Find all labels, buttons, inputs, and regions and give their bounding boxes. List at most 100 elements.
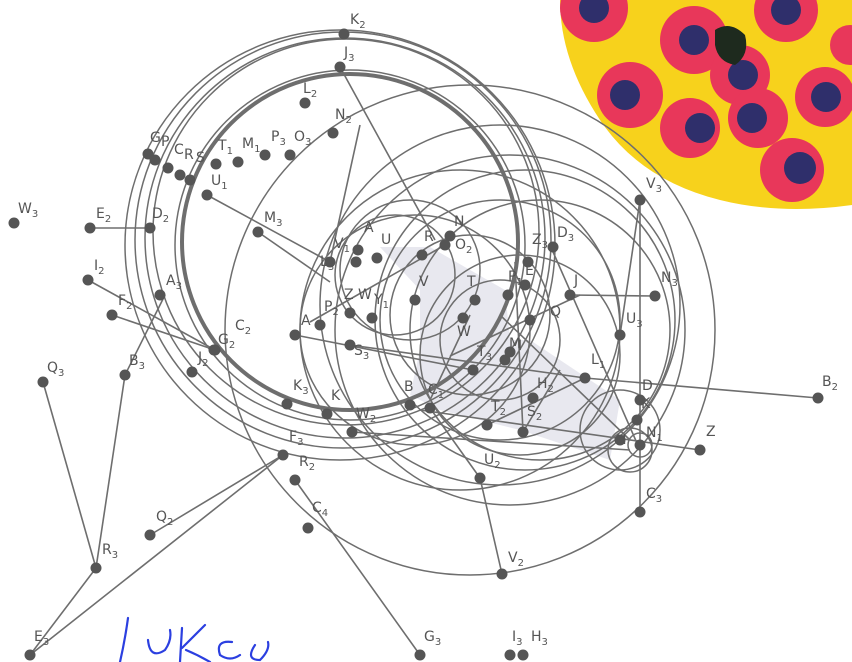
point-c4: C4 [302,500,328,534]
point-dot [119,369,131,381]
point-label: D3 [557,225,574,244]
point-dot [277,449,289,461]
point-label: H [616,432,627,448]
point-label: D [642,378,653,394]
polka-dot-sticker [560,0,852,209]
point-dot [444,230,456,242]
point-dot [174,169,186,181]
point-o3: O3 [284,129,311,161]
point-zw: Z W [344,287,372,319]
point-label: T1 [217,138,233,157]
point-dot [404,399,416,411]
point-j2: J2 [186,350,209,378]
point-label: Q2 [156,509,173,528]
point-dot [504,649,516,661]
point-label: U1 [211,173,228,192]
point-dot [614,434,626,446]
point-label: T3 [476,344,492,363]
point-r: R [174,147,194,181]
point-label: P [161,134,169,150]
point-dot [252,226,264,238]
point-a1: A [350,220,374,268]
point-dot [344,307,356,319]
point-label: R [184,147,194,163]
point-label: V2 [508,550,524,569]
point-label: H2 [537,376,554,395]
point-dot [302,522,314,534]
point-u2: U2 [474,452,501,484]
point-dot [90,562,102,574]
point-label: U3 [626,311,643,330]
point-label: J2 [197,350,209,369]
point-dot [314,319,326,331]
point-dot [210,158,222,170]
point-b: B [404,379,416,411]
point-v2: V2 [496,550,524,580]
point-dot [634,394,646,406]
point-u: U [371,232,391,264]
point-p1: P1 [502,269,523,301]
point-label: W3 [18,201,38,220]
point-label: C4 [312,500,328,519]
point-n3: N3 [649,270,678,302]
point-h2: H2 [527,376,554,404]
point-label: W2 [356,406,376,425]
point-dot [350,256,362,268]
point-label: V [419,274,429,290]
point-p3: P3 [259,129,286,161]
point-label: T [466,274,476,290]
point-dot [162,162,174,174]
point-k2: K2 [338,12,366,40]
point-e3: E3 [24,629,49,661]
point-dot [284,149,296,161]
point-label: G3 [424,629,441,648]
point-label: L3 [320,254,334,273]
point-h: H [614,432,627,448]
point-dot [424,402,436,414]
point-label: Z [706,424,716,440]
point-label: Z W [344,287,372,303]
point-r3: R3 [90,542,118,574]
point-dot [467,364,479,376]
point-dot [144,222,156,234]
point-q2: Q2 [144,509,173,541]
point-g3: G3 [414,629,441,661]
point-dot [502,289,514,301]
point-dot [366,312,378,324]
point-label: B [404,379,414,395]
point-label: P1 [508,269,523,288]
point-t3: T3 [467,344,492,376]
point-label: U [381,232,391,248]
point-label: E2 [96,206,111,225]
point-label: S2 [527,404,542,423]
point-a: A [289,313,311,341]
point-i3: I3 [504,629,523,661]
point-dot [37,376,49,388]
point-dot [327,127,339,139]
handwritten-signature [118,616,270,662]
point-dot [149,154,161,166]
point-k: K [321,388,341,420]
point-i2: I2 [82,258,105,286]
edge-group [29,66,819,656]
point-label: I [518,338,522,354]
point-dot [321,408,333,420]
point-dot [352,244,364,256]
point-label: Y1 [373,292,389,311]
point-o2: O2 [439,237,472,256]
point-label: B2 [822,374,838,393]
point-dot [524,314,536,326]
point-dot [324,256,336,268]
point-label: M3 [264,210,282,229]
point-u1: U1 [201,173,228,201]
point-t: T [466,274,481,306]
point-dot [614,329,626,341]
point-dot [496,568,508,580]
point-d1: D [634,378,653,406]
point-dot [649,290,661,302]
point-r1: R [416,229,434,261]
point-label: A [364,220,374,236]
point-label: M1 [242,136,260,155]
point-dot [564,289,576,301]
